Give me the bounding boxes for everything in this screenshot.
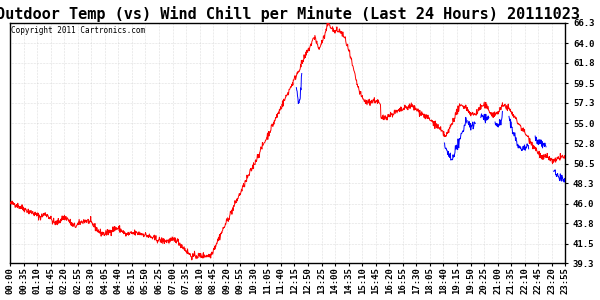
Text: Copyright 2011 Cartronics.com: Copyright 2011 Cartronics.com: [11, 26, 145, 35]
Title: Outdoor Temp (vs) Wind Chill per Minute (Last 24 Hours) 20111023: Outdoor Temp (vs) Wind Chill per Minute …: [0, 6, 580, 22]
